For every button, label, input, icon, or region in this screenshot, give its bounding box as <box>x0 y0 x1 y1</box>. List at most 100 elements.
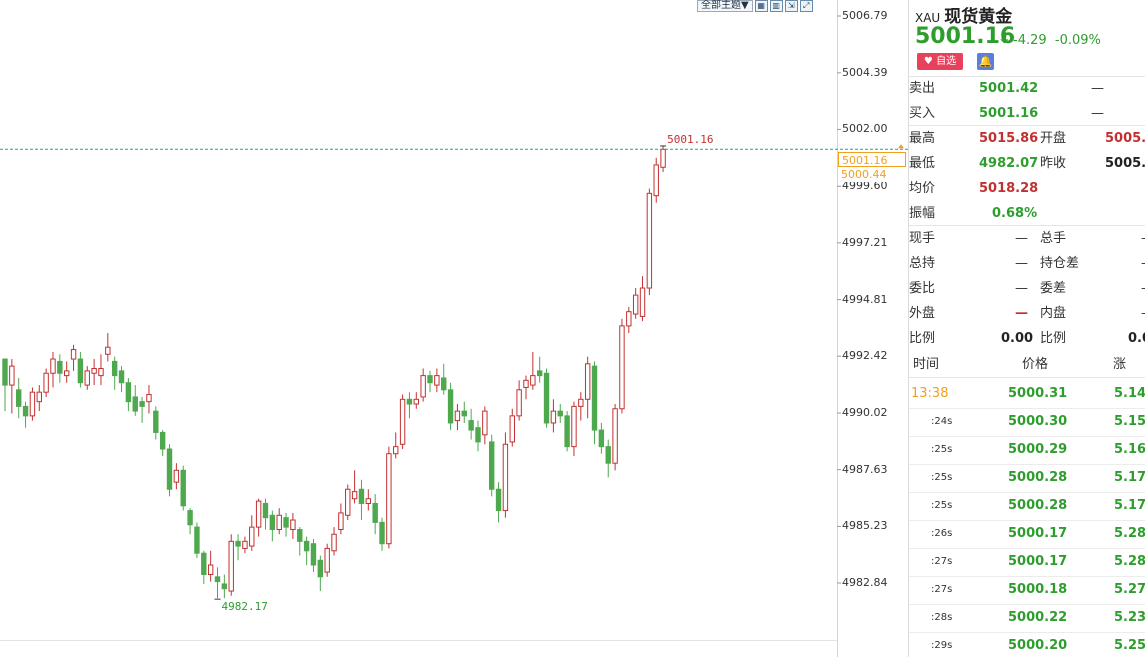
candle-body <box>338 512 344 530</box>
bell-icon: 🔔 <box>978 55 993 68</box>
candle-body <box>235 540 241 547</box>
candle-body <box>345 488 351 516</box>
candle-body <box>153 410 159 433</box>
buy-row: 买入 5001.16 — <box>909 101 1145 126</box>
candle-body <box>578 398 584 407</box>
candle-body <box>646 192 653 289</box>
export-icon[interactable]: ⇲ <box>784 0 798 12</box>
candlestick-chart[interactable]: 5001.16 4982.17 5006.79 5004.39 5002.00 4999… <box>0 0 908 657</box>
candle-body <box>9 365 15 386</box>
avg-value: 5018.28 <box>979 181 1039 196</box>
candle-body <box>91 368 97 374</box>
ticks-header-change: 涨 <box>1113 357 1127 372</box>
sell-volume: — <box>1091 81 1104 96</box>
candle-body <box>29 391 36 417</box>
candle-body <box>16 389 22 407</box>
quote-header: XAU 现货黄金 5001.16 ⬇ -4.29 -0.09% ♥ 自选 🔔 <box>909 0 1145 77</box>
candle-body <box>441 377 447 391</box>
candle-body <box>619 325 625 410</box>
tick-time: 13:38 <box>911 386 949 401</box>
sell-value: 5001.42 <box>979 81 1039 96</box>
stat-label: 委差 <box>1040 281 1067 296</box>
candle-body <box>269 514 276 530</box>
candle-body <box>173 469 180 483</box>
tick-row: :25s 5000.29 5.16 <box>909 436 1145 465</box>
candle-body <box>372 502 378 523</box>
low-row: 最低 4982.07 昨收 5005.4 <box>909 151 1145 176</box>
candle-body <box>543 372 550 424</box>
stat-label: 总持 <box>909 256 936 271</box>
y-tick-label: 4994.81 <box>842 292 888 306</box>
chart-canvas[interactable]: 5001.16 4982.17 <box>0 0 908 657</box>
stat-value: — <box>1015 256 1028 271</box>
candle-body <box>43 372 49 393</box>
candle-body <box>399 398 406 445</box>
tick-change: 5.25 <box>1114 638 1145 653</box>
quote-panel: XAU 现货黄金 5001.16 ⬇ -4.29 -0.09% ♥ 自选 🔔 卖出… <box>908 0 1145 657</box>
sell-row: 卖出 5001.42 — <box>909 76 1145 101</box>
tick-price: 5000.28 <box>1008 498 1068 513</box>
candle-body <box>146 394 152 403</box>
candle-body <box>187 510 193 526</box>
tick-time: :25s <box>931 472 953 483</box>
candle-body <box>653 164 659 197</box>
y-tick-label: 4985.23 <box>842 519 888 533</box>
stat-row: 外盘 — 内盘 — <box>909 301 1145 326</box>
open-label: 开盘 <box>1040 131 1067 146</box>
alert-button[interactable]: 🔔 <box>977 53 994 70</box>
tick-change: 5.17 <box>1114 498 1145 513</box>
stat-row: 现手 — 总手 — <box>909 226 1145 251</box>
candle-body <box>283 517 289 528</box>
candle-body <box>475 427 481 443</box>
candle-body <box>262 502 269 519</box>
candle-body <box>447 389 454 424</box>
ticks-header-price: 价格 <box>1022 357 1049 372</box>
candle-body <box>386 453 392 545</box>
stat-label: 委比 <box>909 281 936 296</box>
candle-body <box>612 408 618 464</box>
candle-body <box>70 349 77 360</box>
tick-change: 5.17 <box>1114 470 1145 485</box>
tick-price: 5000.31 <box>1008 386 1068 401</box>
candle-body <box>297 528 303 542</box>
candle-body <box>550 410 557 424</box>
amplitude-value: 0.68% <box>992 206 1038 221</box>
candle-body <box>365 498 372 504</box>
candle-body <box>255 500 262 528</box>
amplitude-label: 振幅 <box>909 206 936 221</box>
candle-body <box>310 543 317 566</box>
stat-value: — <box>1015 231 1028 246</box>
candle-body <box>564 415 570 448</box>
change-percent: -0.09% <box>1054 33 1101 48</box>
stat-value: — <box>1141 276 1145 301</box>
theme-dropdown[interactable]: 全部主题▼ <box>697 0 753 12</box>
candle-body <box>290 519 296 530</box>
tick-row: :27s 5000.17 5.28 <box>909 548 1145 577</box>
stat-label: 外盘 <box>909 306 936 321</box>
y-tick-label: 5002.00 <box>842 122 888 136</box>
stat-label: 现手 <box>909 231 936 246</box>
grid-icon[interactable]: ▦ <box>754 0 768 12</box>
expand-icon[interactable]: ⤢ <box>799 0 813 12</box>
candle-body <box>605 446 611 464</box>
stat-row: 总持 — 持仓差 — <box>909 251 1145 276</box>
up-arrow-icon <box>898 144 904 149</box>
previous-price-tag: 5000.44 <box>838 167 906 182</box>
low-label: 最低 <box>909 156 936 171</box>
ticks-header-time: 时间 <box>913 357 940 372</box>
candle-body <box>249 526 255 547</box>
tick-time: :28s <box>931 612 953 623</box>
tick-change: 5.14 <box>1114 386 1145 401</box>
candle-body <box>351 491 358 500</box>
tick-change: 5.23 <box>1114 610 1145 625</box>
stat-label: 内盘 <box>1040 306 1067 321</box>
candle-body <box>660 148 666 168</box>
tick-price: 5000.20 <box>1008 638 1068 653</box>
watchlist-button[interactable]: ♥ 自选 <box>917 53 963 70</box>
y-tick-label: 4999.60 <box>842 179 888 193</box>
tick-time: :29s <box>931 640 953 651</box>
layout-icon[interactable]: ▥ <box>769 0 783 12</box>
buy-volume: — <box>1091 106 1104 121</box>
ticks-header: 时间 价格 涨 <box>909 352 1145 378</box>
candle-body <box>420 375 426 398</box>
